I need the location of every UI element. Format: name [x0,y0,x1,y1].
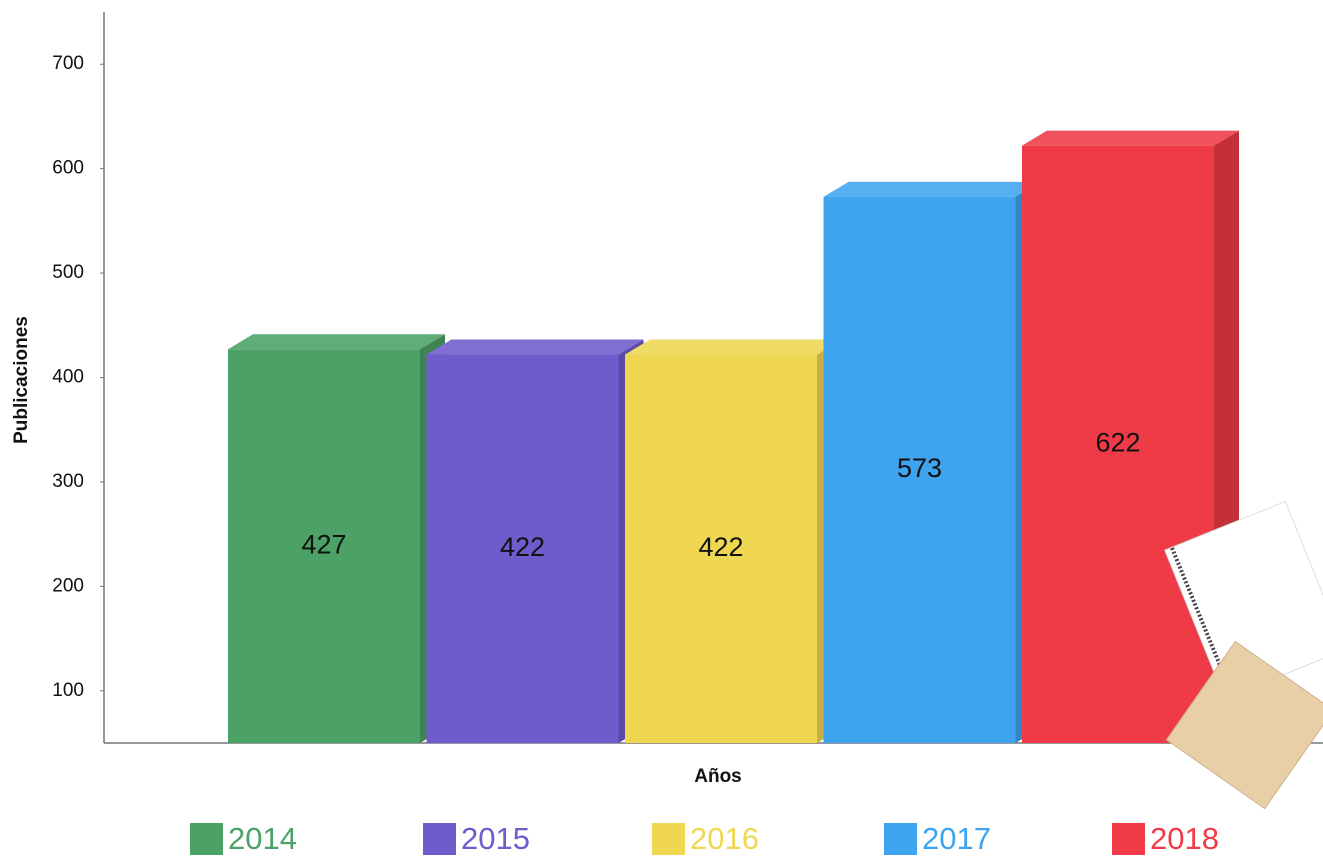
y-tick-label: 300 [52,471,84,492]
legend-label: 2018 [1150,821,1219,856]
y-tick-label: 500 [52,262,84,283]
value-label: 422 [500,532,545,562]
value-label: 422 [698,532,743,562]
bar-top-light [228,334,445,349]
bar-top-light [427,340,644,355]
legend-label: 2016 [690,821,759,856]
bar-top-light [625,340,842,355]
value-label: 573 [897,453,942,483]
x-axis-title: Años [694,766,742,787]
value-label: 427 [301,529,346,559]
legend-swatch [423,823,456,855]
chart: Publicaciones Años 427 422 422 573 622 100 20… [0,0,1323,856]
page: {"chart_data": {"type": "bar", "y_label"… [0,0,1323,856]
legend-label: 2017 [922,821,991,856]
legend-swatch [884,823,917,855]
bar-top-light [824,182,1041,197]
y-tick-label: 600 [52,158,84,179]
y-axis-title: Publicaciones [11,316,32,444]
y-tick-label: 400 [52,367,84,388]
bar-top-light [1022,131,1239,146]
y-tick-label: 700 [52,53,84,74]
legend-label: 2014 [228,821,297,856]
legend-swatch [652,823,685,855]
y-tick-label: 100 [52,680,84,701]
legend-label: 2015 [461,821,530,856]
value-label: 622 [1095,427,1140,457]
legend-swatch [1112,823,1145,855]
bars: 427 422 422 573 622 [228,131,1239,743]
legend-swatch [190,823,223,855]
y-tick-label: 200 [52,575,84,596]
